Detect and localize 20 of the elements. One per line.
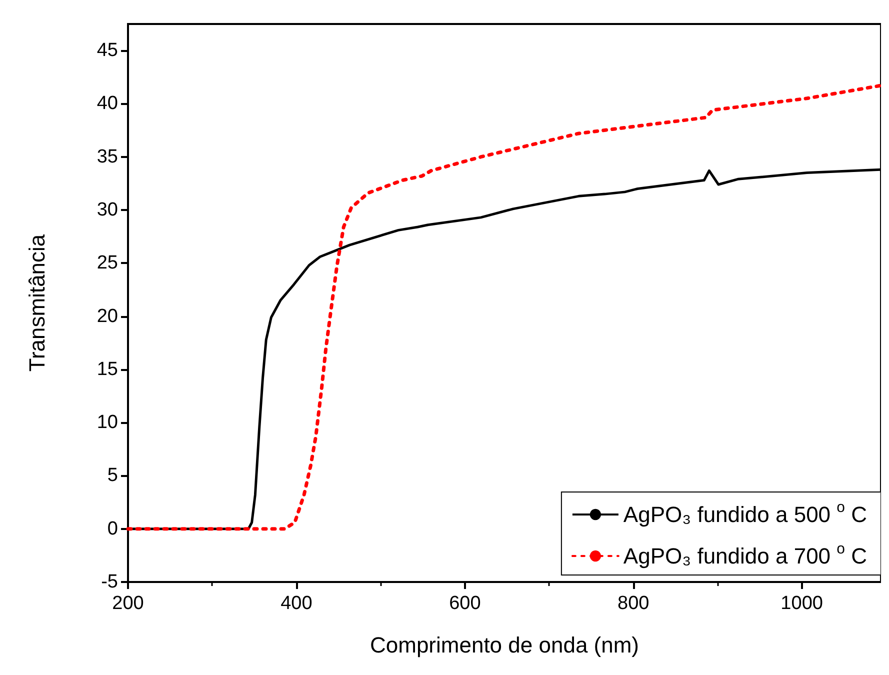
y-tick-label: 5 xyxy=(107,465,118,486)
x-tick-label: 200 xyxy=(112,593,144,614)
y-tick-label: 45 xyxy=(96,40,118,62)
x-tick-label: 400 xyxy=(280,593,312,614)
y-tick-label: 25 xyxy=(96,252,118,274)
y-tick-label: 0 xyxy=(107,518,118,540)
x-axis-title: Comprimento de onda (nm) xyxy=(370,632,640,658)
x-tick-label: 1000 xyxy=(780,593,823,614)
y-tick-label: -5 xyxy=(101,572,118,592)
y-axis-title: Transmitância xyxy=(24,234,50,372)
y-tick-label: 35 xyxy=(96,146,118,168)
y-tick-label: 30 xyxy=(96,200,118,220)
legend-label: AgPO₃ fundido a 700 o C xyxy=(623,540,868,568)
y-tick-label: 15 xyxy=(96,358,118,380)
y-tick-label: 40 xyxy=(96,93,118,114)
legend-label: AgPO₃ fundido a 500 o C xyxy=(623,499,868,527)
x-tick-label: 800 xyxy=(618,593,650,614)
y-tick-label: 10 xyxy=(96,412,118,434)
y-tick-label: 20 xyxy=(96,306,118,327)
x-tick-label: 600 xyxy=(449,593,481,614)
